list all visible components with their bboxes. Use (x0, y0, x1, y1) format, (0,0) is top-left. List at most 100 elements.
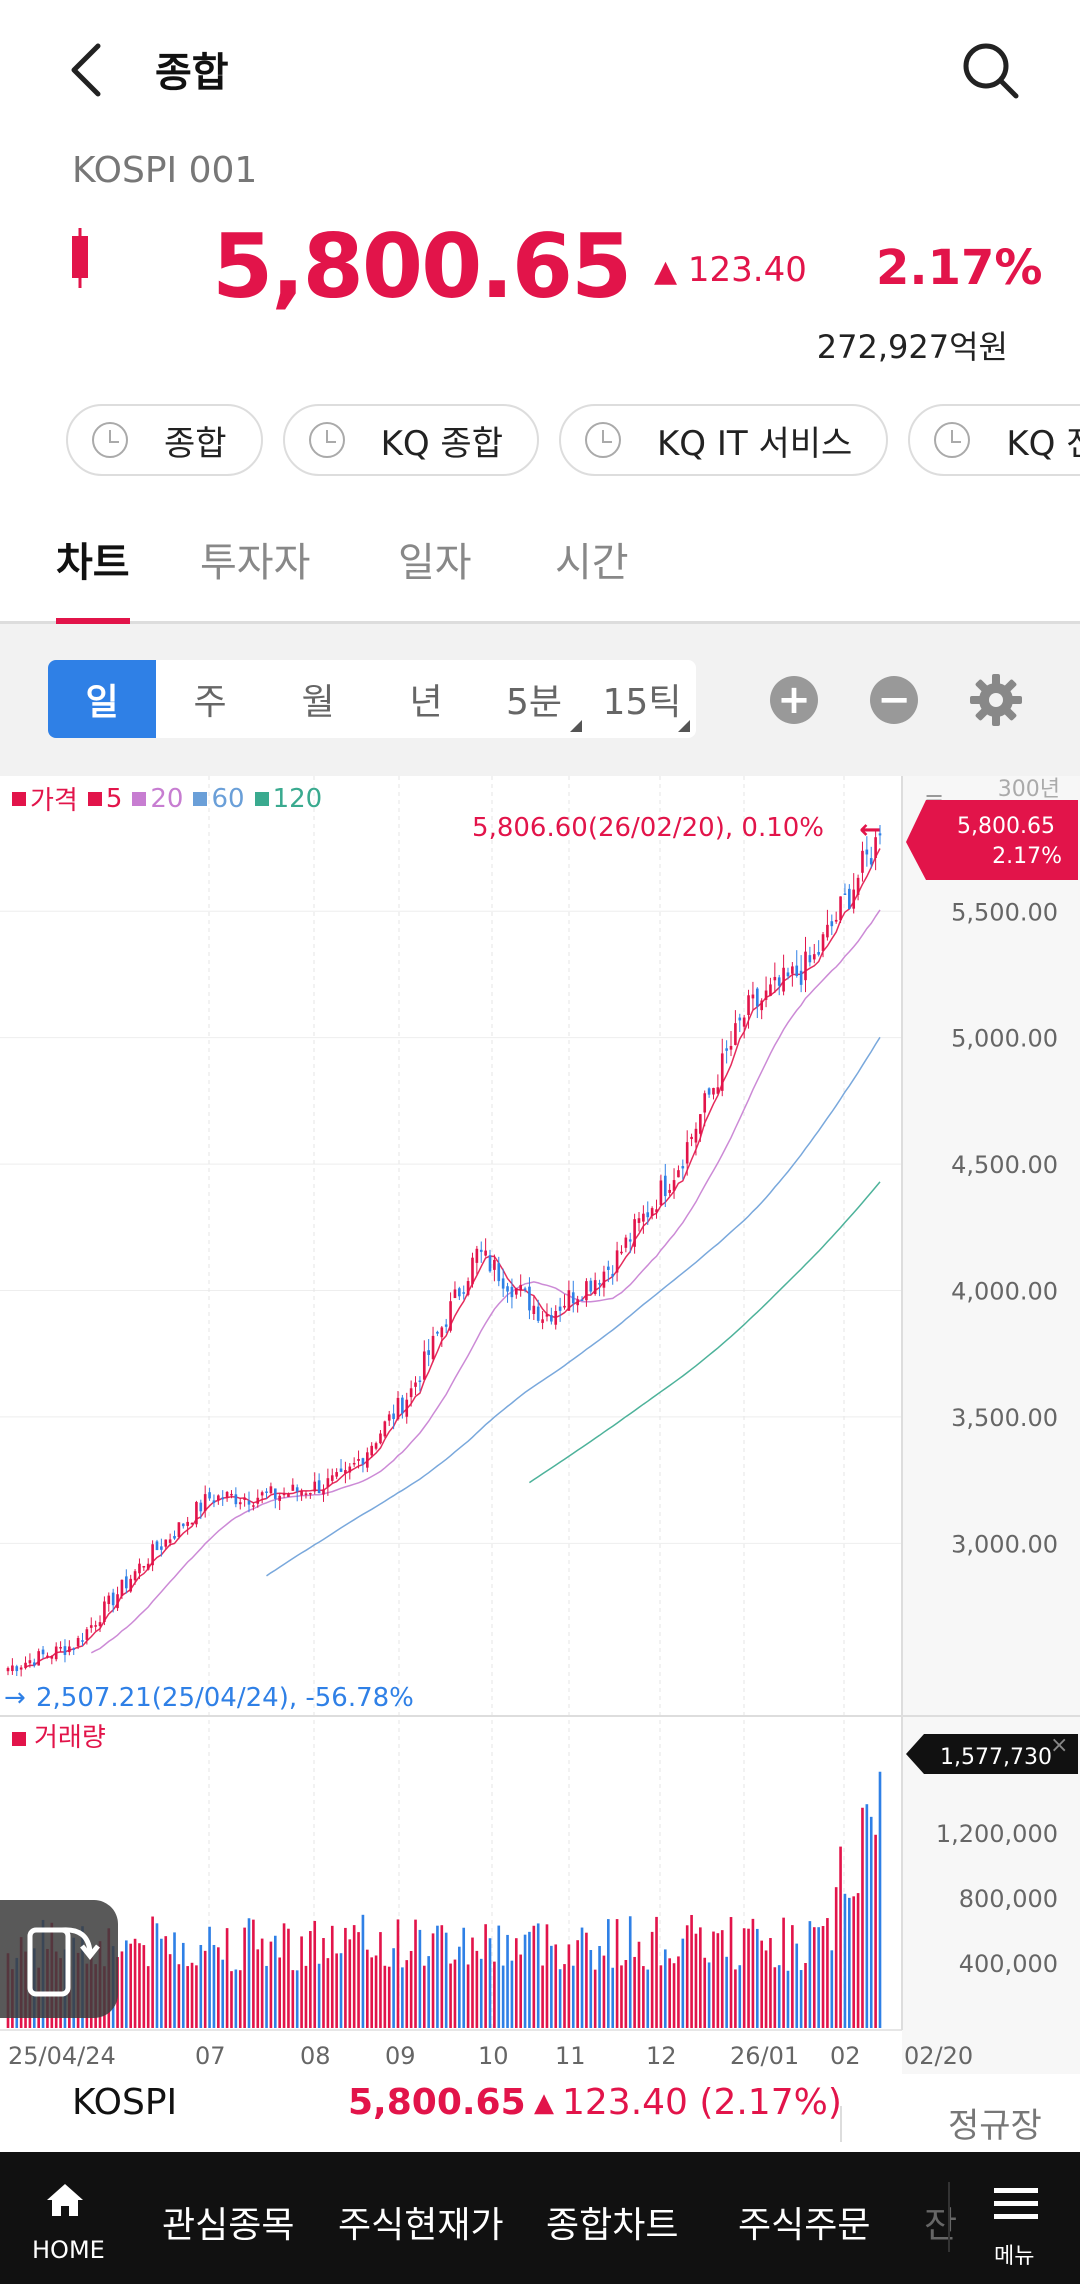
volume-bar (834, 1887, 838, 2028)
left-arrow-icon: ← (859, 815, 881, 845)
candle (387, 1414, 391, 1421)
gear-icon[interactable] (968, 672, 1024, 728)
volume-bar (878, 1771, 882, 2028)
x-tick-label: 26/01 (730, 2042, 799, 2070)
volume-bar (177, 1964, 181, 2028)
candle (677, 1170, 680, 1178)
nav-composite-chart[interactable]: 종합차트 (546, 2205, 679, 2246)
nav-stock-price[interactable]: 주식현재가 (338, 2205, 504, 2246)
volume-bar (431, 1933, 435, 2028)
candle (707, 1088, 711, 1095)
volume-bar (580, 1927, 584, 2028)
volume-bar (536, 1923, 540, 2028)
candle (764, 990, 768, 1000)
candle (427, 1350, 430, 1355)
chip-kq-composite[interactable]: KQ 종합 (282, 404, 539, 476)
volume-bar (217, 1947, 220, 2028)
volume-bar (874, 1834, 877, 2028)
volume-bar (791, 1925, 794, 2028)
volume-bar (339, 1953, 343, 2028)
back-arrow-icon[interactable] (62, 40, 112, 100)
nav-balance-partial[interactable]: 잔 (924, 2205, 958, 2246)
volume-bar (326, 1958, 330, 2028)
tab-investor[interactable]: 투자자 (200, 540, 311, 586)
candle (484, 1250, 487, 1256)
rotate-screen-button[interactable] (0, 1900, 118, 2018)
candle (791, 966, 794, 974)
nav-stock-order[interactable]: 주식주문 (738, 2205, 871, 2246)
volume-bar (287, 1928, 290, 2028)
volume-bar (760, 1940, 764, 2028)
nav-menu[interactable]: 메뉴 (970, 2152, 1080, 2284)
candle (699, 1114, 702, 1134)
candle (225, 1491, 229, 1498)
candle (326, 1478, 330, 1488)
tab-daily[interactable]: 일자 (398, 540, 472, 586)
volume-bar (694, 1933, 698, 2028)
volume-bar (646, 1969, 650, 2028)
period-month[interactable]: 월 (301, 682, 335, 723)
candle (173, 1535, 176, 1539)
volume-bar (409, 1950, 413, 2028)
candle (414, 1382, 417, 1387)
current-price: 5,800.65 (212, 215, 632, 318)
volume-bar (607, 1919, 610, 2028)
period-year[interactable]: 년 (409, 682, 443, 723)
volume-bar (361, 1914, 365, 2028)
search-icon[interactable] (960, 40, 1020, 100)
volume-bar (782, 1917, 785, 2028)
chip-kq-it-service[interactable]: KQ IT 서비스 (559, 404, 889, 476)
tab-chart[interactable]: 차트 (56, 530, 130, 624)
nav-watchlist[interactable]: 관심종목 (162, 2205, 295, 2246)
volume-bar (497, 1925, 501, 2028)
chip-kq-electric[interactable]: KQ 전기/전 (908, 404, 1080, 476)
candle (620, 1251, 623, 1254)
volume-bar (528, 1931, 531, 2028)
volume-bar (142, 1945, 146, 2028)
candle (672, 1180, 676, 1191)
candle (501, 1278, 505, 1289)
volume-bar (769, 1938, 772, 2028)
volume-tick-label: 800,000 (959, 1885, 1058, 1913)
volume-bar (418, 1929, 422, 2028)
volume-bar (190, 1962, 194, 2028)
price-chart[interactable]: 5,500.00 5,000.00 4,500.00 4,000.00 3,500.00… (0, 776, 1080, 2074)
candle-icon (72, 228, 88, 288)
volume-bar (554, 1944, 558, 2028)
x-tick-label: 11 (555, 2042, 586, 2070)
candle (422, 1351, 426, 1380)
chart-legend: 가격 5 20 60 120 (12, 780, 322, 817)
volume-bar (374, 1955, 378, 2028)
volume-bar (703, 1957, 707, 2028)
candle (142, 1565, 146, 1568)
candle (576, 1299, 579, 1306)
candle (151, 1544, 154, 1566)
volume-bar (151, 1916, 154, 2028)
candle (453, 1289, 457, 1299)
chip-kospi[interactable]: 종합 (66, 404, 263, 476)
dropdown-corner-icon (570, 720, 582, 732)
volume-bar (291, 1970, 295, 2028)
index-ticker-bar[interactable]: KOSPI 5,800.65 ▲ 123.40 (2.17%) 정규장 (0, 2074, 1080, 2152)
dropdown-corner-icon (678, 720, 690, 732)
candle (120, 1579, 124, 1597)
volume-bar (440, 1925, 444, 2028)
zoom-in-button[interactable]: + (770, 676, 818, 724)
candle (834, 919, 838, 922)
period-day[interactable]: 일 (48, 660, 156, 738)
close-icon[interactable]: × (1050, 1733, 1068, 1758)
legend-swatch (87, 791, 102, 806)
tab-time[interactable]: 시간 (555, 540, 629, 586)
candle (401, 1397, 404, 1414)
volume-bar (514, 1938, 518, 2028)
volume-bar (576, 1940, 579, 2028)
volume-bar (458, 1946, 461, 2028)
period-15tick[interactable]: 15틱 (588, 660, 696, 738)
zoom-out-button[interactable]: − (870, 676, 918, 724)
period-week[interactable]: 주 (193, 682, 227, 723)
x-tick-label: 02 (830, 2042, 861, 2070)
period-5min[interactable]: 5분 (480, 660, 588, 738)
candle (440, 1327, 444, 1338)
nav-home[interactable]: HOME (0, 2152, 130, 2284)
divider (948, 2182, 950, 2252)
